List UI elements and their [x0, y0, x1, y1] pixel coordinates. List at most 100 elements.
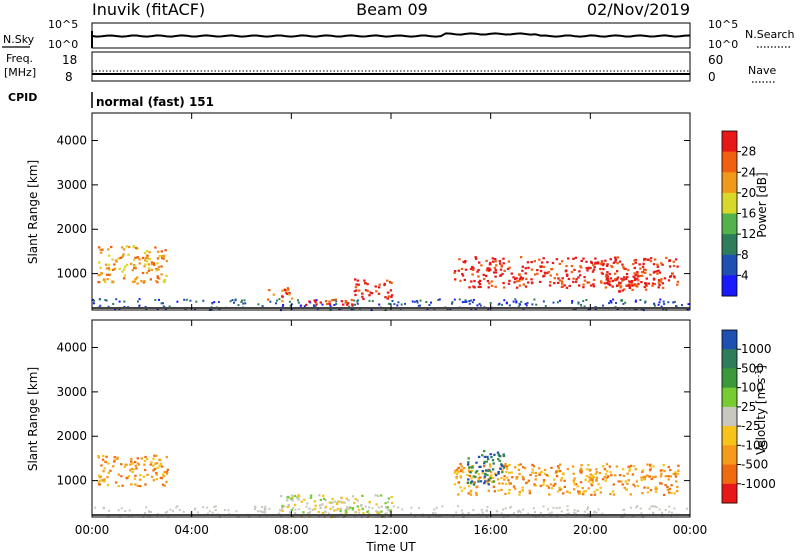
scatter-cell: [454, 278, 457, 281]
scatter-cell: [677, 469, 680, 472]
scatter-cell: [142, 475, 145, 478]
scatter-cell: [568, 491, 571, 494]
scatter-cell: [583, 510, 586, 513]
scatter-cell: [663, 277, 667, 280]
scatter-cell: [387, 295, 391, 298]
scatter-cell: [322, 497, 326, 500]
scatter-cell: [484, 472, 487, 475]
scatter-cell: [614, 272, 617, 275]
scatter-cell: [321, 511, 325, 514]
scatter-cell: [581, 493, 585, 496]
scatter-cell: [459, 486, 462, 489]
time-axis-label: Time UT: [365, 540, 416, 554]
scatter-cell: [328, 300, 331, 303]
scatter-cell: [387, 302, 390, 305]
scatter-cell: [554, 482, 557, 486]
scatter-cell: [580, 464, 583, 467]
scatter-cell: [608, 272, 611, 276]
scatter-cell: [348, 305, 351, 308]
scatter-cell: [351, 303, 354, 306]
scatter-cell: [553, 478, 556, 481]
noise-right-tick-bottom: 10^0: [708, 38, 738, 51]
scatter-cell: [202, 299, 205, 302]
scatter-cell: [549, 512, 551, 515]
scatter-cell: [135, 467, 138, 470]
scatter-cell: [514, 298, 517, 301]
scatter-cell: [554, 472, 558, 475]
scatter-cell: [175, 506, 178, 509]
scatter-cell: [521, 278, 524, 281]
scatter-cell: [571, 300, 574, 302]
scatter-cell: [606, 475, 609, 478]
scatter-cell: [324, 510, 327, 513]
scatter-cell: [631, 284, 634, 287]
scatter-cell: [667, 478, 670, 481]
scatter-cell: [316, 308, 319, 311]
scatter-cell: [512, 512, 515, 515]
scatter-cell: [138, 304, 141, 307]
scatter-cell: [467, 485, 471, 488]
scatter-cell: [659, 280, 663, 283]
scatter-cell: [534, 484, 537, 487]
scatter-cell: [297, 301, 300, 304]
scatter-cell: [488, 469, 491, 472]
scatter-cell: [560, 476, 564, 480]
scatter-cell: [291, 496, 294, 499]
scatter-cell: [335, 303, 338, 305]
scatter-cell: [133, 477, 137, 480]
scatter-cell: [264, 511, 267, 514]
scatter-cell: [283, 289, 287, 292]
scatter-cell: [587, 506, 589, 509]
scatter-cell: [539, 270, 543, 273]
scatter-cell: [673, 300, 676, 303]
scatter-cell: [660, 305, 663, 308]
scatter-cell: [158, 458, 161, 461]
scatter-cell: [477, 275, 480, 278]
scatter-cell: [264, 505, 267, 508]
scatter-cell: [142, 281, 146, 284]
scatter-cell: [328, 302, 331, 305]
scatter-cell: [120, 507, 123, 510]
scatter-cell: [674, 473, 677, 476]
scatter-cell: [489, 465, 492, 468]
scatter-cell: [268, 289, 271, 292]
scatter-cell: [339, 509, 342, 513]
scatter-cell: [133, 280, 136, 283]
scatter-cell: [345, 497, 348, 500]
scatter-cell: [235, 510, 238, 513]
scatter-cell: [432, 512, 434, 515]
scatter-cell: [503, 475, 506, 478]
scatter-cell: [546, 261, 549, 264]
scatter-cell: [521, 269, 524, 272]
scatter-cell: [512, 300, 515, 303]
scatter-cell: [562, 472, 565, 475]
scatter-cell: [335, 300, 338, 303]
scatter-cell: [143, 511, 146, 514]
scatter-cell: [354, 511, 357, 514]
scatter-cell: [451, 301, 454, 304]
scatter-cell: [639, 299, 642, 301]
colorbar-tick-label: -100: [741, 438, 768, 452]
scatter-cell: [165, 472, 169, 475]
scatter-cell: [455, 473, 459, 476]
scatter-cell: [118, 300, 121, 303]
scatter-cell: [612, 493, 616, 496]
scatter-cell: [522, 466, 525, 469]
scatter-cell: [666, 488, 670, 491]
scatter-cell: [667, 301, 670, 304]
scatter-cell: [127, 475, 131, 478]
scatter-cell: [386, 297, 389, 300]
scatter-cell: [614, 260, 617, 263]
scatter-cell: [502, 262, 505, 265]
scatter-cell: [529, 473, 532, 477]
scatter-cell: [389, 510, 391, 513]
scatter-cell: [123, 305, 126, 308]
scatter-cell: [489, 261, 492, 265]
freq-right-tick-bottom: 0: [708, 70, 716, 84]
scatter-cell: [509, 506, 512, 508]
scatter-cell: [655, 270, 658, 273]
scatter-cell: [264, 508, 267, 510]
scatter-cell: [546, 271, 549, 274]
scatter-cell: [599, 280, 603, 283]
scatter-cell: [473, 481, 476, 484]
